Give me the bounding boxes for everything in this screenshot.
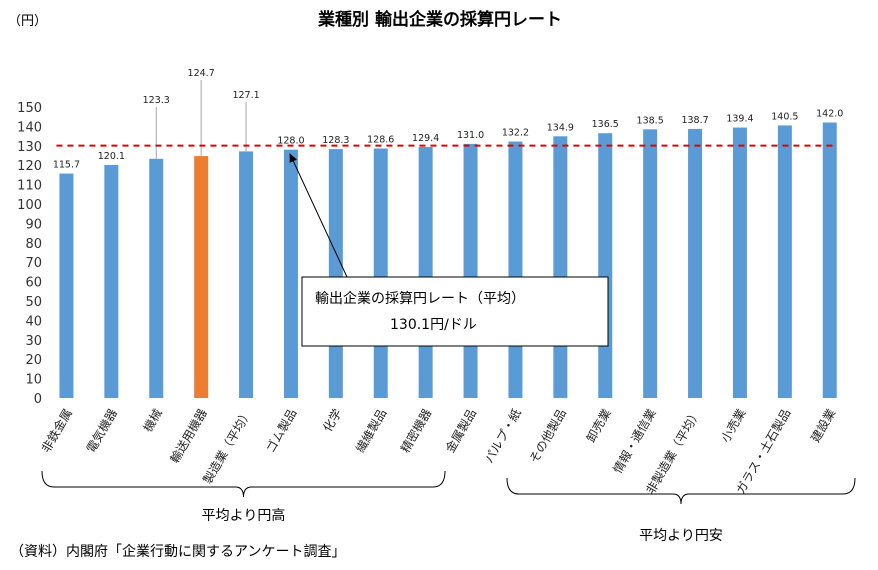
bar-series [59, 122, 837, 399]
y-tick-label: 70 [25, 256, 42, 271]
category-label: 輸送用機器 [167, 406, 210, 465]
data-label: 115.7 [53, 160, 80, 171]
data-label: 134.9 [547, 122, 574, 133]
bar [643, 129, 658, 398]
data-label: 129.4 [412, 133, 439, 144]
y-tick-label: 40 [25, 314, 42, 329]
y-tick-label: 110 [17, 179, 42, 194]
bar [688, 128, 703, 398]
bar [418, 146, 433, 398]
bar [328, 149, 343, 398]
data-label: 138.5 [637, 115, 664, 126]
data-label: 136.5 [592, 119, 619, 130]
bar [777, 125, 792, 399]
bar [508, 141, 523, 399]
bar [194, 156, 209, 398]
bracket-brace [41, 470, 446, 498]
category-label: 金属製品 [442, 406, 479, 455]
y-axis-ticks: 0 10 20 30 40 50 60 70 80 90 100 110 120 130 140 150 [17, 101, 42, 407]
data-label: 120.1 [98, 151, 125, 162]
bar [373, 148, 388, 398]
category-label: 化学 [319, 406, 344, 434]
bar [732, 127, 747, 399]
bar [239, 151, 254, 398]
category-label: ゴム製品 [263, 406, 300, 455]
data-label: 123.3 [143, 95, 170, 106]
category-label: 精密機器 [397, 406, 434, 455]
callout-arrow [289, 153, 348, 278]
y-tick-label: 100 [17, 198, 42, 213]
y-tick-label: 0 [34, 392, 42, 407]
bar [822, 122, 837, 399]
callout-line-1: 輸出企業の採算円レート（平均） [315, 290, 525, 307]
data-label: 140.5 [771, 111, 798, 122]
category-label: 非鉄金属 [38, 406, 75, 455]
category-label: 情報・通信業 [611, 407, 659, 476]
leader-lines [155, 80, 247, 159]
bar [104, 165, 119, 398]
bracket-label: 平均より円高 [202, 507, 286, 524]
y-tick-label: 150 [17, 101, 42, 116]
data-label: 128.3 [322, 135, 349, 146]
bar [553, 136, 568, 398]
data-label: 124.7 [188, 68, 215, 79]
data-label: 131.0 [457, 130, 484, 141]
bar [59, 173, 74, 398]
source-note: （資料）内閣府「企業行動に関するアンケート調査」 [10, 543, 345, 560]
y-tick-label: 60 [25, 276, 42, 291]
category-label: 製造業（平均） [201, 407, 255, 487]
y-axis-unit-label: （円） [8, 14, 47, 29]
callout-frame [301, 276, 609, 347]
y-tick-label: 130 [17, 140, 42, 155]
data-label: 139.4 [726, 114, 753, 125]
data-label: 142.0 [816, 109, 843, 120]
bar [283, 149, 298, 398]
callout-box: 輸出企業の採算円レート（平均） 130.1円/ドル [289, 153, 609, 347]
category-label: 卸売業 [583, 406, 614, 445]
bracket-label: 平均より円安 [639, 528, 723, 544]
category-label: パルプ・紙 [481, 406, 524, 465]
data-label: 128.6 [367, 135, 394, 146]
category-label: 小売業 [718, 406, 749, 445]
data-label: 128.0 [277, 136, 304, 147]
y-tick-label: 20 [25, 353, 42, 368]
y-tick-label: 50 [25, 295, 42, 310]
bar [149, 158, 164, 398]
data-label: 132.2 [502, 128, 529, 139]
category-label: 繊維製品 [353, 407, 389, 456]
category-label: 電気機器 [83, 406, 120, 455]
data-label: 138.7 [681, 115, 708, 126]
data-labels: 115.7 120.1 123.3 124.7 127.1 128.0 128.3 128.6… [53, 68, 844, 171]
y-tick-label: 30 [25, 334, 42, 349]
y-tick-label: 10 [25, 373, 42, 388]
bar [598, 133, 613, 398]
bracket-brace [506, 477, 856, 505]
category-label: その他製品 [527, 407, 569, 466]
y-tick-label: 80 [25, 237, 42, 252]
data-label: 127.1 [232, 90, 259, 101]
y-tick-label: 120 [17, 159, 42, 174]
y-tick-label: 90 [25, 217, 42, 232]
callout-line-2: 130.1円/ドル [390, 317, 477, 333]
category-label: 機械 [140, 406, 165, 434]
category-label: 建設業 [807, 406, 838, 445]
y-tick-label: 140 [17, 120, 42, 135]
chart-title: 業種別 輸出企業の採算円レート [318, 9, 562, 30]
bar [463, 143, 478, 398]
